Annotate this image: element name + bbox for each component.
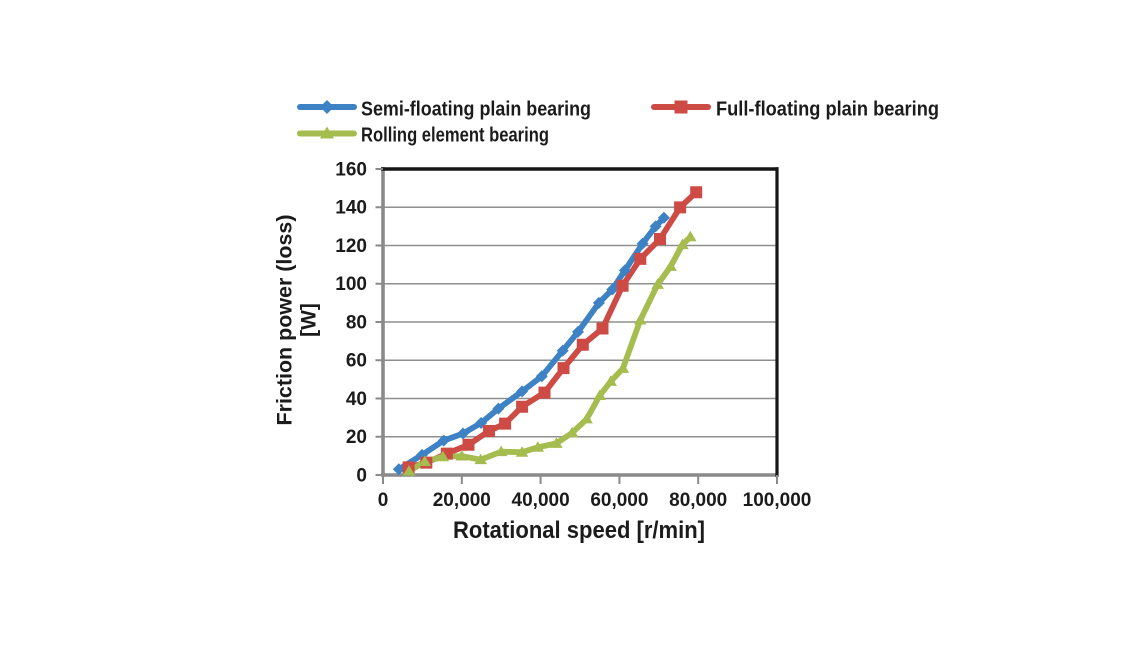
svg-text:Full-floating plain bearing: Full-floating plain bearing [716, 98, 939, 120]
svg-text:Rolling element bearing: Rolling element bearing [361, 125, 549, 147]
svg-text:40: 40 [346, 389, 367, 410]
svg-text:Friction power (loss): Friction power (loss) [274, 215, 297, 426]
svg-text:100: 100 [335, 274, 367, 295]
svg-text:40,000: 40,000 [512, 490, 570, 511]
svg-text:100,000: 100,000 [743, 490, 812, 511]
svg-text:80: 80 [346, 312, 367, 333]
svg-text:Semi-floating plain bearing: Semi-floating plain bearing [361, 98, 591, 120]
svg-text:20: 20 [346, 427, 367, 448]
svg-text:140: 140 [335, 198, 367, 219]
svg-text:160: 160 [335, 159, 367, 180]
svg-text:Rotational speed [r/min]: Rotational speed [r/min] [453, 517, 705, 544]
svg-text:120: 120 [335, 236, 367, 257]
svg-text:0: 0 [378, 490, 389, 511]
svg-text:20,000: 20,000 [433, 490, 491, 511]
svg-text:[W]: [W] [298, 303, 321, 337]
svg-text:60: 60 [346, 351, 367, 372]
svg-text:60,000: 60,000 [590, 490, 648, 511]
svg-text:0: 0 [356, 465, 367, 486]
svg-text:80,000: 80,000 [669, 490, 727, 511]
